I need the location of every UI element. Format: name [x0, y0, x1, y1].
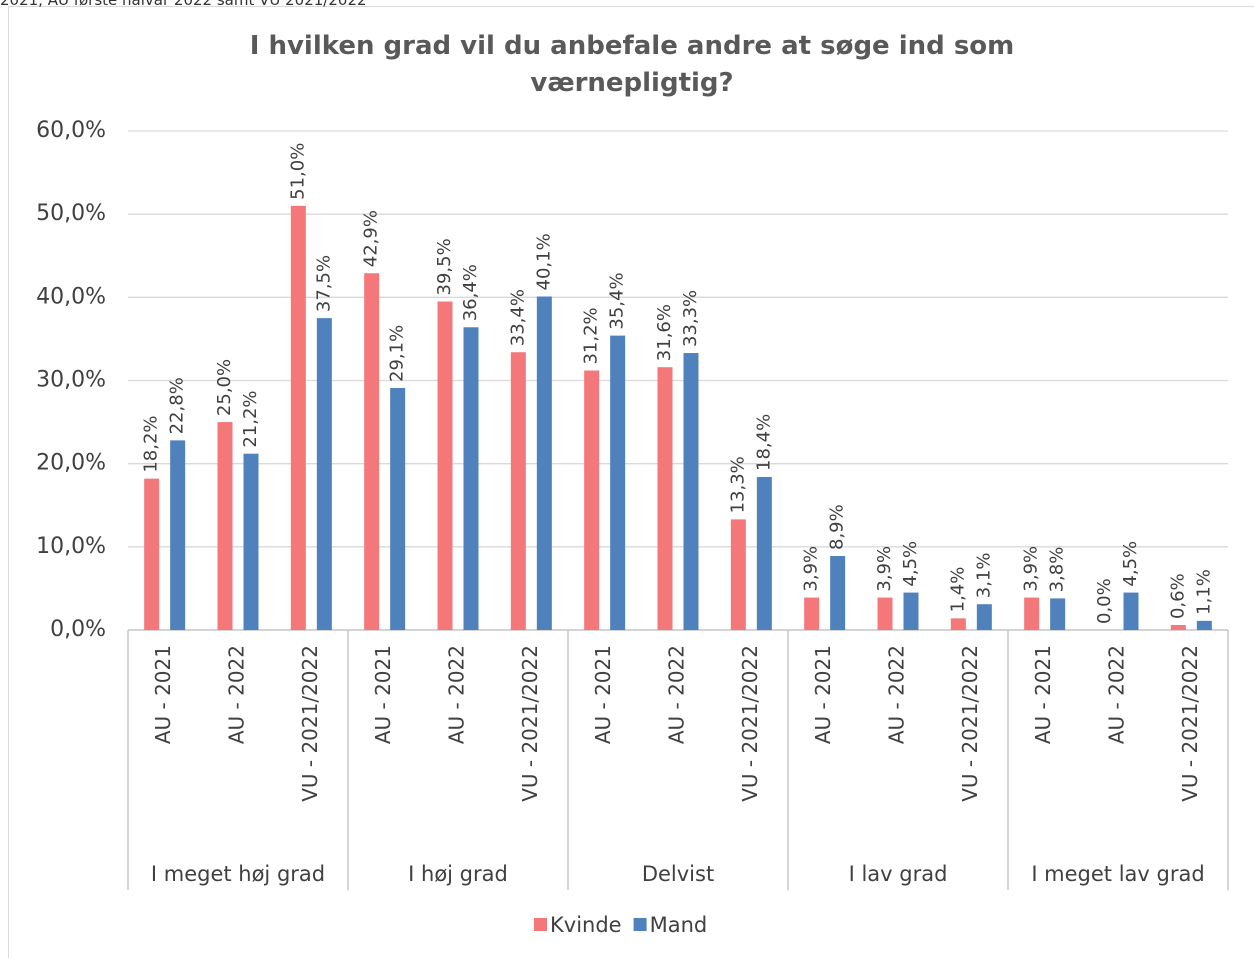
data-label: 40,1% [533, 233, 554, 290]
bar [830, 555, 846, 630]
bar [756, 476, 772, 630]
group-label: I meget lav grad [1031, 862, 1204, 886]
group-label: I meget høj grad [151, 862, 325, 886]
bar [730, 519, 746, 630]
x-tick-label: AU - 2022 [885, 645, 909, 744]
bar [437, 301, 453, 630]
x-tick-label: AU - 2021 [811, 645, 835, 744]
data-label: 33,3% [680, 290, 701, 347]
bar [1170, 625, 1186, 630]
data-label: 3,8% [1047, 547, 1068, 593]
x-tick-label: AU - 2021 [371, 645, 395, 744]
data-label: 0,0% [1094, 578, 1115, 624]
data-label: 31,6% [654, 304, 675, 361]
data-label: 1,4% [947, 567, 968, 613]
data-label: 33,4% [507, 289, 528, 346]
y-tick-label: 20,0% [36, 451, 106, 476]
group-label: Delvist [642, 862, 714, 886]
data-label: 31,2% [581, 307, 602, 364]
data-label: 25,0% [214, 359, 235, 416]
bar [536, 296, 552, 630]
bar [364, 273, 380, 630]
x-tick-label: AU - 2022 [445, 645, 469, 744]
legend-swatch [633, 918, 647, 931]
group-label: I høj grad [408, 862, 508, 886]
bar [1123, 592, 1139, 630]
bar [1024, 597, 1040, 630]
x-tick-label: VU - 2021/2022 [958, 645, 982, 802]
bar [316, 318, 332, 630]
bar [170, 440, 186, 630]
x-tick-label: AU - 2022 [1105, 645, 1129, 744]
data-label: 1,1% [1193, 569, 1214, 615]
data-label: 29,1% [387, 325, 408, 382]
bar [657, 367, 673, 630]
x-tick-label: VU - 2021/2022 [518, 645, 542, 802]
y-tick-label: 40,0% [36, 284, 106, 309]
x-tick-label: AU - 2022 [665, 645, 689, 744]
bar [243, 453, 259, 630]
bar [1196, 620, 1212, 630]
y-tick-label: 60,0% [36, 118, 106, 143]
bar [1050, 598, 1066, 630]
bar [683, 353, 699, 630]
x-tick-label: AU - 2021 [1031, 645, 1055, 744]
bar [144, 478, 160, 630]
bar [903, 592, 919, 630]
bar [584, 370, 600, 630]
x-tick-label: VU - 2021/2022 [298, 645, 322, 802]
group-label: I lav grad [849, 862, 948, 886]
data-label: 8,9% [827, 504, 848, 550]
data-label: 42,9% [361, 210, 382, 267]
data-label: 36,4% [460, 264, 481, 321]
data-label: 21,2% [240, 390, 261, 447]
y-tick-label: 50,0% [36, 201, 106, 226]
legend-swatch [534, 918, 547, 931]
data-label: 18,4% [753, 414, 774, 471]
data-label: 3,9% [1021, 546, 1042, 592]
data-label: 22,8% [167, 377, 188, 434]
x-tick-label: VU - 2021/2022 [1178, 645, 1202, 802]
x-tick-label: VU - 2021/2022 [738, 645, 762, 802]
data-label: 18,2% [141, 415, 162, 472]
bar [390, 387, 406, 630]
data-label: 3,9% [874, 546, 895, 592]
bar [510, 352, 526, 630]
caption: 2021, AU første halvår 2022 samt VU 2021… [0, 0, 367, 9]
y-tick-label: 30,0% [36, 368, 106, 393]
x-tick-label: AU - 2021 [591, 645, 615, 744]
chart-title: I hvilken grad vil du anbefale andre at … [249, 31, 1015, 98]
legend-label: Kvinde [550, 913, 622, 937]
bar [976, 604, 992, 630]
bar [217, 422, 233, 630]
data-label: 51,0% [287, 143, 308, 200]
chart-frame [8, 6, 1254, 958]
data-label: 4,5% [900, 541, 921, 587]
data-label: 3,1% [973, 552, 994, 598]
y-tick-label: 10,0% [36, 534, 106, 559]
data-label: 35,4% [607, 272, 628, 329]
bar [463, 327, 479, 630]
data-label: 0,6% [1167, 573, 1188, 619]
legend-label: Mand [650, 913, 708, 937]
x-tick-label: AU - 2021 [151, 645, 175, 744]
bar [877, 597, 893, 630]
data-label: 13,3% [727, 456, 748, 513]
data-label: 4,5% [1120, 541, 1141, 587]
bar [610, 335, 626, 630]
data-label: 37,5% [313, 255, 334, 312]
bar [290, 205, 306, 630]
x-tick-label: AU - 2022 [225, 645, 249, 744]
y-tick-label: 0,0% [50, 617, 106, 642]
bar [804, 597, 820, 630]
data-label: 3,9% [801, 546, 822, 592]
bar [950, 618, 966, 630]
data-label: 39,5% [434, 238, 455, 295]
